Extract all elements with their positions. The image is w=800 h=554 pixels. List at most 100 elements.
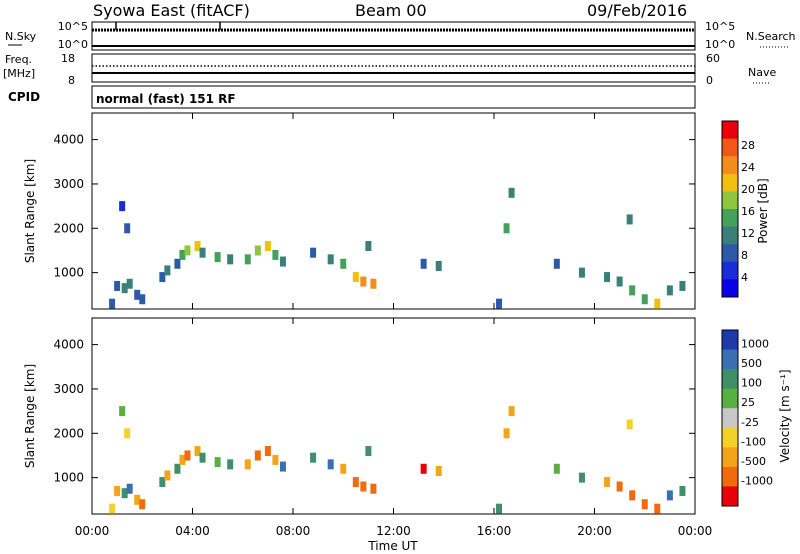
velocity-colorbar-tick: -500	[741, 455, 766, 468]
y-tick-label: 2000	[53, 426, 84, 440]
scatter-echo-point	[340, 463, 347, 474]
nsearch-tick-bottom: 10^0	[705, 38, 735, 51]
scatter-echo-point	[194, 241, 201, 252]
scatter-echo-point	[420, 258, 427, 269]
freq-tick-top: 18	[61, 52, 75, 65]
scatter-echo-point	[126, 278, 133, 289]
cpid-panel	[91, 85, 696, 109]
velocity-colorbar-swatch	[722, 447, 738, 468]
power-colorbar-tick: 4	[741, 271, 748, 284]
scatter-echo-point	[214, 457, 221, 468]
y-tick-label: 3000	[53, 382, 84, 396]
scatter-echo-point	[604, 272, 611, 283]
scatter-echo-point	[164, 470, 171, 481]
power-colorbar-tick: 28	[741, 139, 755, 152]
scatter-echo-point	[227, 254, 234, 265]
x-axis-label: Time UT	[367, 539, 418, 553]
power-panel: 1000 2000 3000 4000 Slant Range [km]	[23, 112, 696, 310]
velocity-colorbar-swatch	[722, 369, 738, 390]
freq-label: Freq.	[5, 53, 32, 66]
scatter-echo-point	[604, 477, 611, 488]
y-tick-label: 4000	[53, 338, 84, 352]
freq-tick-bottom: 8	[68, 74, 75, 87]
beam-title: Beam 00	[355, 1, 427, 20]
scatter-echo-point	[121, 488, 128, 499]
scatter-echo-point	[124, 223, 131, 234]
x-tick-label: 16:00	[477, 524, 512, 538]
velocity-colorbar-tick: 500	[741, 357, 762, 370]
scatter-echo-point	[629, 490, 636, 501]
velocity-colorbar-frame	[721, 329, 739, 507]
velocity-colorbar-tick: 25	[741, 396, 755, 409]
x-tick-label: 08:00	[276, 524, 311, 538]
scatter-echo-point	[340, 258, 347, 269]
power-colorbar: 28 24 20 16 12 8 4	[721, 120, 755, 298]
y-tick-label: 2000	[53, 221, 84, 235]
scatter-echo-point	[327, 254, 334, 265]
scatter-echo-point	[139, 499, 146, 510]
nsky-tick-top: 10^5	[58, 20, 88, 33]
scatter-echo-point	[244, 459, 251, 470]
scatter-echo-point	[279, 256, 286, 267]
scatter-echo-point	[134, 289, 141, 300]
scatter-echo-point	[214, 252, 221, 263]
date-title: 09/Feb/2016	[587, 1, 687, 20]
nave-label: Nave	[748, 66, 776, 79]
x-tick-label: 12:00	[376, 524, 411, 538]
scatter-echo-point	[435, 260, 442, 271]
scatter-echo-point	[159, 477, 166, 488]
scatter-echo-point	[420, 463, 427, 474]
y-tick-label: 3000	[53, 177, 84, 191]
scatter-echo-point	[626, 419, 633, 430]
cpid-label: CPID	[8, 90, 40, 104]
scatter-echo-point	[124, 428, 131, 439]
y-tick-label: 4000	[53, 133, 84, 147]
scatter-echo-point	[508, 187, 515, 198]
nsearch-label: N.Search	[746, 30, 796, 43]
scatter-echo-point	[360, 481, 367, 492]
velocity-plot-frame	[91, 317, 696, 515]
x-tick-label: 00:00	[75, 524, 110, 538]
velocity-colorbar-tick: -25	[741, 416, 759, 429]
scatter-echo-point	[114, 280, 121, 291]
cpid-text: normal (fast) 151 RF	[96, 92, 236, 106]
scatter-echo-point	[435, 465, 442, 476]
scatter-echo-point	[641, 294, 648, 305]
nsearch-tick-top: 10^5	[705, 20, 735, 33]
scatter-echo-point	[508, 406, 515, 417]
velocity-colorbar-tick: -100	[741, 435, 766, 448]
power-colorbar-tick: 20	[741, 183, 755, 196]
scatter-echo-point	[553, 258, 560, 269]
power-colorbar-swatch	[722, 209, 738, 228]
velocity-colorbar-tick: 100	[741, 377, 762, 390]
x-tick-label: 20:00	[577, 524, 612, 538]
scatter-echo-point	[626, 214, 633, 225]
scatter-echo-point	[496, 503, 503, 514]
scatter-echo-point	[327, 459, 334, 470]
scatter-echo-point	[578, 472, 585, 483]
scatter-echo-point	[179, 249, 186, 260]
power-colorbar-swatch	[722, 138, 738, 157]
scatter-echo-point	[370, 278, 377, 289]
scatter-echo-point	[159, 272, 166, 283]
scatter-echo-point	[365, 241, 372, 252]
scatter-echo-point	[616, 276, 623, 287]
velocity-colorbar-swatch	[722, 486, 738, 507]
scatter-echo-point	[184, 245, 191, 256]
scatter-echo-point	[310, 247, 317, 258]
power-colorbar-tick: 24	[741, 161, 755, 174]
nsky-panel	[91, 21, 696, 51]
velocity-colorbar-tick: 1000	[741, 338, 769, 351]
power-colorbar-label: Power [dB]	[756, 178, 770, 243]
power-colorbar-swatch	[722, 244, 738, 263]
scatter-echo-point	[553, 463, 560, 474]
velocity-colorbar-label: Velocity [m s⁻¹]	[778, 369, 792, 462]
y-tick-label: 1000	[53, 266, 84, 280]
scatter-echo-point	[352, 272, 359, 283]
scatter-echo-point	[114, 485, 121, 496]
scatter-echo-point	[254, 450, 261, 461]
velocity-colorbar-swatch	[722, 349, 738, 370]
scatter-echo-point	[654, 298, 661, 309]
scatter-echo-point	[272, 454, 279, 465]
